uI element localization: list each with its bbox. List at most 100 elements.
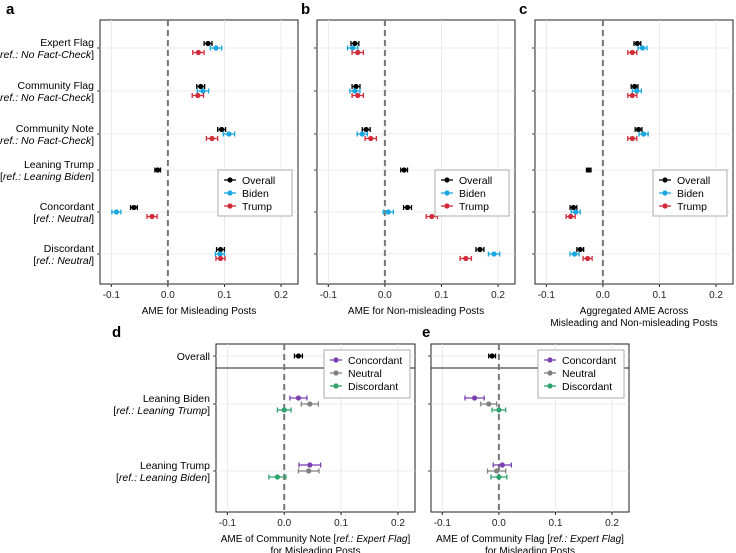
legend-label: Overall — [459, 175, 492, 187]
point-marker — [641, 131, 647, 137]
data-point-discordant — [268, 474, 287, 480]
legend-label: Trump — [242, 201, 272, 213]
point-marker — [217, 251, 223, 257]
legend-swatch-dot — [227, 177, 233, 183]
data-point-overall — [361, 126, 371, 133]
data-point-trump — [627, 92, 638, 99]
point-marker — [368, 135, 374, 142]
data-point-biden — [487, 251, 501, 257]
point-marker — [355, 92, 361, 99]
data-point-concordant — [298, 462, 322, 468]
data-point-biden — [570, 209, 581, 215]
point-marker — [385, 209, 391, 215]
point-marker — [213, 45, 219, 51]
point-marker — [499, 462, 505, 468]
data-point-overall — [351, 83, 361, 90]
x-tick-label: 0.2 — [491, 290, 505, 301]
point-marker — [295, 353, 302, 359]
row-label: Community Flag — [18, 80, 95, 92]
panel-c: c -0.1 0.0 0.1 0.2 Aggregated AME AcrossMisle… — [519, 1, 734, 329]
legend-label: Discordant — [348, 381, 398, 393]
point-marker — [226, 131, 232, 137]
legend-swatch-dot — [547, 383, 553, 389]
point-marker — [634, 88, 640, 94]
data-point-overall — [400, 167, 409, 173]
x-axis-label-part: AME of Community Flag [ — [436, 534, 550, 545]
data-point-biden — [196, 88, 210, 94]
row-ref-bracket: ] — [91, 213, 94, 225]
x-tick-label: 0.0 — [492, 518, 506, 529]
row-ref-label: [ref.: No Fact-Check] — [0, 49, 94, 61]
point-marker — [209, 135, 215, 142]
row-ref-label: [ref.: No Fact-Check] — [0, 135, 94, 147]
x-tick-label: 0.2 — [605, 518, 619, 529]
data-point-trump — [351, 49, 365, 56]
data-point-biden — [382, 209, 395, 215]
legend-label: Overall — [242, 175, 275, 187]
x-tick-label: 0.0 — [596, 290, 610, 301]
data-point-biden — [356, 131, 368, 137]
plot-frame — [534, 19, 734, 285]
x-axis-label: AME of Community Note [ref.: Expert Flag… — [221, 534, 411, 545]
plot-frame — [316, 19, 516, 285]
point-marker — [631, 83, 638, 90]
row-ref-bracket: ] — [207, 405, 210, 417]
point-marker — [629, 92, 635, 99]
data-point-neutral — [486, 468, 507, 474]
data-point-discordant — [491, 407, 507, 413]
point-marker — [200, 88, 206, 94]
row-label: Expert Flag — [40, 37, 94, 49]
point-marker — [217, 255, 224, 262]
point-marker — [634, 40, 640, 47]
row-ref-bracket: ] — [91, 49, 94, 61]
data-point-concordant — [492, 462, 512, 468]
data-point-overall — [633, 40, 642, 47]
row-ref-bracket: ] — [207, 472, 210, 484]
legend-label: Biden — [459, 188, 486, 200]
data-point-trump — [205, 135, 219, 142]
legend-swatch-dot — [662, 190, 668, 196]
data-point-biden — [637, 45, 648, 51]
point-marker — [155, 167, 161, 173]
data-point-biden — [638, 131, 649, 137]
row-ref-label: [ref.: Leaning Biden] — [0, 171, 94, 183]
data-point-biden — [209, 45, 223, 51]
x-axis-label-part: ] — [621, 534, 624, 545]
point-marker — [352, 88, 358, 94]
data-point-trump — [582, 255, 593, 262]
x-axis-label: AME of Community Flag [ref.: Expert Flag… — [436, 534, 624, 545]
data-point-trump — [191, 92, 205, 99]
row-ref-label: [ref.: Leaning Biden] — [116, 472, 210, 484]
legend-swatch-dot — [444, 203, 450, 209]
point-marker — [219, 126, 225, 133]
point-marker — [629, 135, 635, 142]
row-ref-label: [ref.: Neutral] — [33, 255, 94, 267]
x-axis-label: for Misleading Posts — [485, 546, 575, 553]
x-axis-label-part: ] — [407, 534, 410, 545]
data-point-trump — [459, 255, 473, 262]
point-marker — [570, 204, 577, 211]
point-marker — [489, 353, 495, 359]
data-point-overall — [488, 353, 497, 359]
point-marker — [353, 83, 359, 90]
data-point-discordant — [490, 474, 508, 480]
row-label: Leaning Biden — [143, 393, 210, 405]
point-marker — [494, 468, 500, 474]
data-point-overall — [350, 40, 360, 47]
legend-swatch-dot — [333, 370, 339, 376]
x-tick-label: 0.0 — [277, 518, 291, 529]
point-marker — [572, 251, 578, 257]
data-point-trump — [146, 213, 158, 220]
panel-label-d: d — [112, 324, 121, 341]
x-tick-label: -0.1 — [219, 518, 237, 529]
row-label: Leaning Trump — [24, 159, 94, 171]
point-marker — [568, 213, 574, 220]
data-point-trump — [565, 213, 576, 220]
data-point-overall — [215, 246, 226, 253]
point-marker — [352, 40, 358, 47]
row-ref-bracket: [ — [113, 405, 116, 417]
row-ref-text: ref.: Leaning Trump — [116, 405, 207, 417]
